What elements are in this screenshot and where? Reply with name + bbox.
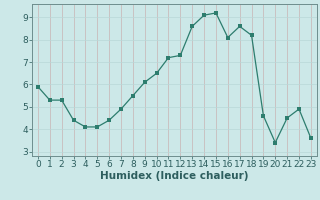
X-axis label: Humidex (Indice chaleur): Humidex (Indice chaleur) xyxy=(100,171,249,181)
